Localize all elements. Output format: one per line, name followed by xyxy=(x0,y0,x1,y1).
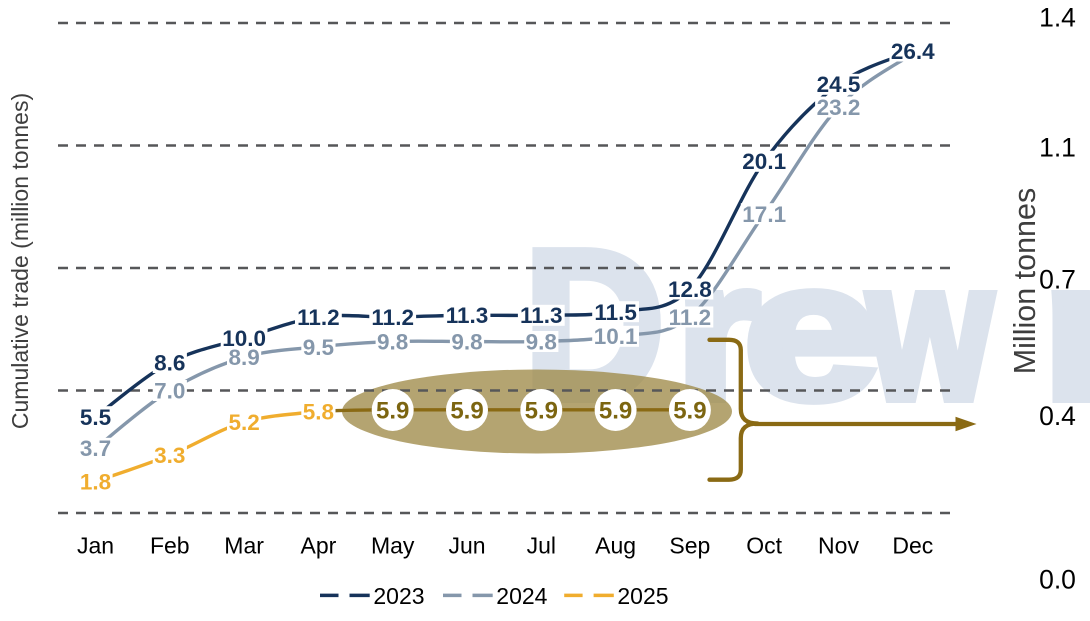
svg-text:12.8: 12.8 xyxy=(668,277,712,302)
svg-text:1.1: 1.1 xyxy=(1039,133,1076,163)
svg-text:3.3: 3.3 xyxy=(154,443,185,468)
svg-text:9.5: 9.5 xyxy=(303,335,334,360)
svg-text:5.9: 5.9 xyxy=(376,398,409,425)
svg-text:Apr: Apr xyxy=(301,533,337,559)
svg-text:8.6: 8.6 xyxy=(154,351,185,376)
svg-text:5.9: 5.9 xyxy=(525,398,558,425)
svg-text:w: w xyxy=(867,222,992,440)
svg-text:e: e xyxy=(744,221,880,439)
svg-text:5.9: 5.9 xyxy=(673,398,706,425)
svg-text:Dec: Dec xyxy=(892,533,933,559)
svg-text:11.2: 11.2 xyxy=(297,305,340,330)
svg-text:0.0: 0.0 xyxy=(1039,565,1076,595)
svg-text:2024: 2024 xyxy=(496,583,547,609)
svg-text:9.8: 9.8 xyxy=(451,330,482,355)
svg-text:7.0: 7.0 xyxy=(154,379,185,404)
svg-text:5.9: 5.9 xyxy=(599,398,632,425)
svg-text:11.2: 11.2 xyxy=(371,305,414,330)
svg-text:10.0: 10.0 xyxy=(222,326,266,351)
svg-text:Oct: Oct xyxy=(746,533,782,559)
svg-text:11.3: 11.3 xyxy=(520,303,563,328)
svg-text:23.2: 23.2 xyxy=(817,95,861,120)
svg-text:Nov: Nov xyxy=(818,533,859,559)
svg-text:2023: 2023 xyxy=(373,583,424,609)
svg-text:5.9: 5.9 xyxy=(450,398,483,425)
svg-text:26.4: 26.4 xyxy=(891,39,935,64)
svg-text:May: May xyxy=(371,533,415,559)
svg-text:0.7: 0.7 xyxy=(1039,265,1076,295)
svg-text:Sep: Sep xyxy=(669,533,710,559)
svg-text:24.5: 24.5 xyxy=(817,72,861,97)
svg-text:11.2: 11.2 xyxy=(669,305,712,330)
svg-text:Cumulative trade (million tonn: Cumulative trade (million tonnes) xyxy=(7,93,33,429)
svg-text:8.9: 8.9 xyxy=(228,345,259,370)
svg-text:2025: 2025 xyxy=(617,583,668,609)
svg-text:11.3: 11.3 xyxy=(446,303,489,328)
svg-text:Jul: Jul xyxy=(527,533,556,559)
svg-text:1.4: 1.4 xyxy=(1039,3,1076,33)
svg-text:1.8: 1.8 xyxy=(80,470,111,495)
svg-text:Mar: Mar xyxy=(224,533,264,559)
svg-text:5.8: 5.8 xyxy=(303,400,334,425)
svg-text:Jun: Jun xyxy=(448,533,485,559)
svg-text:3.7: 3.7 xyxy=(80,436,111,461)
svg-text:11.5: 11.5 xyxy=(594,300,637,325)
svg-text:Aug: Aug xyxy=(595,533,636,559)
svg-text:17.1: 17.1 xyxy=(742,202,786,227)
svg-text:10.1: 10.1 xyxy=(594,324,638,349)
svg-text:Feb: Feb xyxy=(150,533,190,559)
svg-text:5.2: 5.2 xyxy=(228,410,259,435)
svg-text:0.4: 0.4 xyxy=(1039,401,1076,431)
svg-text:r: r xyxy=(1043,222,1090,440)
svg-text:9.8: 9.8 xyxy=(377,330,408,355)
svg-text:Million tonnes: Million tonnes xyxy=(1008,188,1042,375)
svg-text:5.5: 5.5 xyxy=(80,405,111,430)
svg-text:9.8: 9.8 xyxy=(526,330,557,355)
svg-text:20.1: 20.1 xyxy=(742,149,786,174)
svg-text:Jan: Jan xyxy=(77,533,114,559)
